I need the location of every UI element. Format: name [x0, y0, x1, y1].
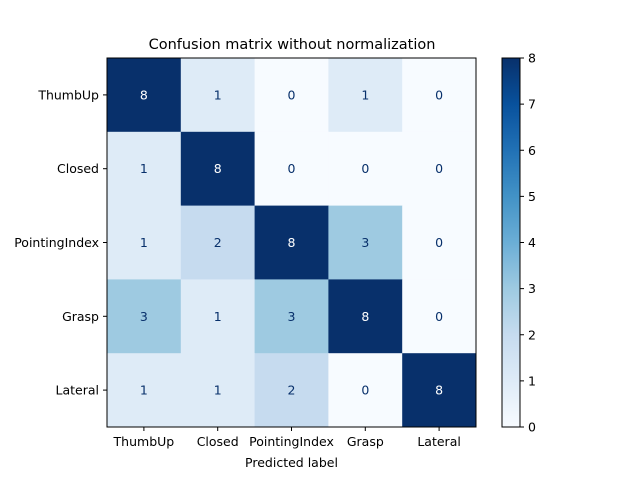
x-tick-label: Grasp	[347, 434, 384, 449]
cell-value-label: 1	[140, 161, 148, 176]
matrix-cell	[328, 353, 403, 428]
cell-value-label: 8	[214, 161, 222, 176]
colorbar-tick-label: 3	[528, 281, 536, 296]
matrix-cell	[402, 131, 477, 207]
x-axis-label: Predicted label	[245, 455, 338, 470]
y-tick-label: Closed	[57, 161, 99, 176]
cell-value-label: 3	[140, 309, 148, 324]
cell-value-label: 1	[214, 309, 222, 324]
colorbar-tick-label: 0	[528, 420, 536, 435]
matrix-cell	[107, 131, 182, 207]
matrix-cell	[107, 58, 182, 133]
cell-value-label: 8	[288, 235, 296, 250]
x-tick-label: PointingIndex	[249, 434, 334, 449]
colorbar	[502, 58, 520, 427]
cell-value-label: 0	[435, 87, 443, 102]
matrix-cell	[180, 131, 256, 207]
x-tick-label: Lateral	[417, 434, 461, 449]
cell-value-label: 8	[140, 87, 148, 102]
matrix-cell	[328, 131, 403, 207]
cell-value-label: 2	[214, 235, 222, 250]
cell-value-label: 8	[361, 309, 369, 324]
cell-value-label: 3	[288, 309, 296, 324]
colorbar-tick-label: 4	[528, 235, 536, 250]
matrix-cell	[254, 131, 329, 207]
matrix-cell	[180, 58, 256, 133]
cell-value-label: 1	[214, 87, 222, 102]
y-axis-ticks: ThumbUp Closed PointingIndex Grasp Lateral	[14, 87, 107, 398]
matrix-cell	[180, 353, 256, 428]
y-tick-label: PointingIndex	[14, 235, 99, 250]
y-tick-label: Lateral	[56, 383, 100, 398]
cell-value-label: 0	[435, 235, 443, 250]
cell-value-label: 0	[288, 161, 296, 176]
cell-value-label: 3	[361, 235, 369, 250]
cell-value-label: 0	[361, 161, 369, 176]
cell-value-label: 0	[435, 309, 443, 324]
cell-value-label: 0	[435, 161, 443, 176]
matrix-cell	[402, 205, 477, 280]
cell-value-label: 2	[288, 383, 296, 398]
cell-value-label: 1	[140, 383, 148, 398]
y-tick-label: ThumbUp	[37, 87, 99, 102]
matrix-cell	[402, 58, 477, 133]
matrix-cell	[328, 205, 403, 280]
matrix-cell	[107, 353, 182, 428]
matrix-cell-labels: 8 1 0 1 0 1 8 0 0 0 1 2 8 3 0 3 1 3 8 0 1 1 2 0 8	[140, 87, 443, 397]
matrix-cell	[402, 353, 477, 428]
x-tick-label: ThumbUp	[113, 434, 175, 449]
colorbar-tick-label: 2	[528, 327, 536, 342]
colorbar-tick-label: 6	[528, 143, 536, 158]
colorbar-tick-label: 8	[528, 51, 536, 66]
colorbar-tick-label: 5	[528, 189, 536, 204]
colorbar-tick-label: 1	[528, 373, 536, 388]
matrix-cell	[180, 205, 256, 280]
y-tick-label: Grasp	[62, 309, 99, 324]
cell-value-label: 0	[288, 87, 296, 102]
matrix-cell	[328, 58, 403, 133]
matrix-cell	[107, 205, 182, 280]
matrix-cell	[328, 279, 403, 354]
chart-title: Confusion matrix without normalization	[149, 37, 436, 53]
colorbar-tick-label: 7	[528, 97, 536, 112]
cell-value-label: 1	[214, 383, 222, 398]
x-tick-label: Closed	[197, 434, 239, 449]
x-axis-ticks: ThumbUp Closed PointingIndex Grasp Lateral	[113, 427, 461, 449]
cell-value-label: 8	[435, 383, 443, 398]
matrix-cell	[402, 279, 477, 354]
colorbar-ticks: 0 1 2 3 4 5 6 7 8	[520, 51, 536, 435]
matrix-cell	[254, 353, 329, 428]
cell-value-label: 1	[140, 235, 148, 250]
matrix-cells	[107, 58, 477, 428]
matrix-cell	[107, 279, 182, 354]
cell-value-label: 0	[361, 383, 369, 398]
matrix-cell	[180, 279, 256, 354]
matrix-cell	[254, 205, 329, 280]
matrix-cell	[254, 58, 329, 133]
matrix-cell	[254, 279, 329, 354]
cell-value-label: 1	[361, 87, 369, 102]
